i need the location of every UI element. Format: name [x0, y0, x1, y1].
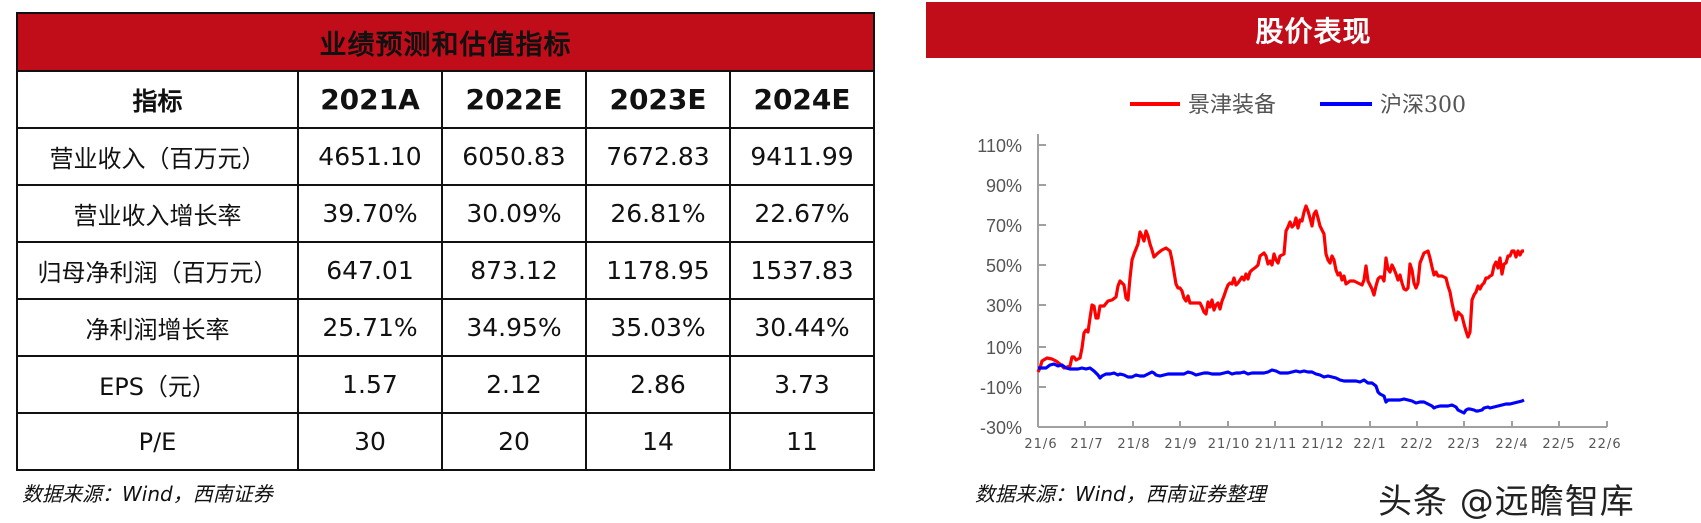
cell: 25.71%	[297, 298, 443, 357]
table-row: P/E 30 20 14 11	[16, 412, 876, 471]
legend-label-stock: 景津装备	[1188, 93, 1276, 118]
cell: 26.81%	[585, 184, 731, 243]
cell: 30.44%	[728, 298, 876, 357]
series-line-stock	[1036, 204, 1524, 373]
table-row: 归母净利润（百万元） 647.01 873.12 1178.95 1537.83	[16, 241, 876, 300]
cell: 9411.99	[728, 127, 876, 186]
chart-source-note: 数据来源：Wind，西南证券整理	[975, 482, 1266, 506]
cell: 647.01	[297, 241, 443, 300]
cell: 4651.10	[297, 127, 443, 186]
table-row: 营业收入增长率 39.70% 30.09% 26.81% 22.67%	[16, 184, 876, 243]
x-tick-label: 22/5	[1542, 437, 1575, 452]
chart-legend: 景津装备 沪深300	[1130, 93, 1466, 118]
cell: 20	[441, 412, 587, 471]
x-tick-label: 22/2	[1400, 437, 1433, 452]
y-tick-label: -10%	[980, 378, 1022, 398]
stock-price-chart: 景津装备 沪深300 110% 90% 70% 50% 30% 10% -10%…	[977, 93, 1621, 452]
header-metric: 指标	[16, 70, 299, 129]
table-title: 业绩预测和估值指标	[15, 12, 876, 72]
header-2024e: 2024E	[728, 70, 876, 129]
x-tick-label: 21/8	[1117, 437, 1150, 452]
row-label: EPS（元）	[16, 355, 299, 414]
header-2021a: 2021A	[297, 70, 443, 129]
cell: 14	[585, 412, 731, 471]
header-2023e: 2023E	[585, 70, 731, 129]
row-label: P/E	[16, 412, 299, 471]
x-tick-label: 22/6	[1588, 437, 1621, 452]
forecast-table: 业绩预测和估值指标 指标 2021A 2022E 2023E 2024E 营业收…	[15, 12, 876, 471]
cell: 1.57	[297, 355, 443, 414]
watermark: 头条 @远瞻智库	[1378, 482, 1635, 522]
table-header-row: 指标 2021A 2022E 2023E 2024E	[16, 70, 876, 129]
legend-label-index: 沪深300	[1380, 93, 1466, 118]
cell: 6050.83	[441, 127, 587, 186]
cell: 30.09%	[441, 184, 587, 243]
x-tick-label: 22/1	[1353, 437, 1386, 452]
chart-title: 股价表现	[926, 2, 1701, 58]
row-label: 营业收入增长率	[16, 184, 299, 243]
cell: 22.67%	[728, 184, 876, 243]
x-tick-label: 21/7	[1070, 437, 1103, 452]
table-row: EPS（元） 1.57 2.12 2.86 3.73	[16, 355, 876, 414]
cell: 2.12	[441, 355, 587, 414]
x-tick-label: 22/3	[1447, 437, 1480, 452]
x-axis: 21/6 21/7 21/8 21/9 21/10 21/11 21/12 22…	[1024, 421, 1621, 452]
y-tick-label: 90%	[986, 176, 1022, 196]
x-tick-label: 21/11	[1255, 437, 1297, 452]
x-tick-label: 21/9	[1164, 437, 1197, 452]
forecast-table-panel: 业绩预测和估值指标 指标 2021A 2022E 2023E 2024E 营业收…	[15, 12, 876, 471]
cell: 30	[297, 412, 443, 471]
y-axis: 110% 90% 70% 50% 30% 10% -10% -30%	[977, 134, 1046, 438]
cell: 35.03%	[585, 298, 731, 357]
x-tick-label: 21/12	[1302, 437, 1344, 452]
cell: 2.86	[585, 355, 731, 414]
x-tick-label: 21/6	[1024, 437, 1057, 452]
y-tick-label: 50%	[986, 256, 1022, 276]
cell: 1178.95	[585, 241, 731, 300]
y-tick-label: 10%	[986, 338, 1022, 358]
cell: 873.12	[441, 241, 587, 300]
table-row: 营业收入（百万元） 4651.10 6050.83 7672.83 9411.9…	[16, 127, 876, 186]
table-source-note: 数据来源：Wind，西南证券	[22, 482, 273, 506]
cell: 3.73	[728, 355, 876, 414]
row-label: 营业收入（百万元）	[16, 127, 299, 186]
cell: 7672.83	[585, 127, 731, 186]
y-tick-label: 30%	[986, 296, 1022, 316]
series-line-index	[1038, 362, 1525, 415]
table-row: 净利润增长率 25.71% 34.95% 35.03% 30.44%	[16, 298, 876, 357]
cell: 1537.83	[728, 241, 876, 300]
x-tick-label: 21/10	[1208, 437, 1250, 452]
header-2022e: 2022E	[441, 70, 587, 129]
row-label: 净利润增长率	[16, 298, 299, 357]
y-tick-label: 70%	[986, 216, 1022, 236]
x-tick-label: 22/4	[1495, 437, 1528, 452]
y-tick-label: 110%	[977, 136, 1022, 156]
cell: 11	[728, 412, 876, 471]
table-title-row: 业绩预测和估值指标	[15, 12, 876, 72]
cell: 39.70%	[297, 184, 443, 243]
y-tick-label: -30%	[980, 418, 1022, 438]
cell: 34.95%	[441, 298, 587, 357]
row-label: 归母净利润（百万元）	[16, 241, 299, 300]
